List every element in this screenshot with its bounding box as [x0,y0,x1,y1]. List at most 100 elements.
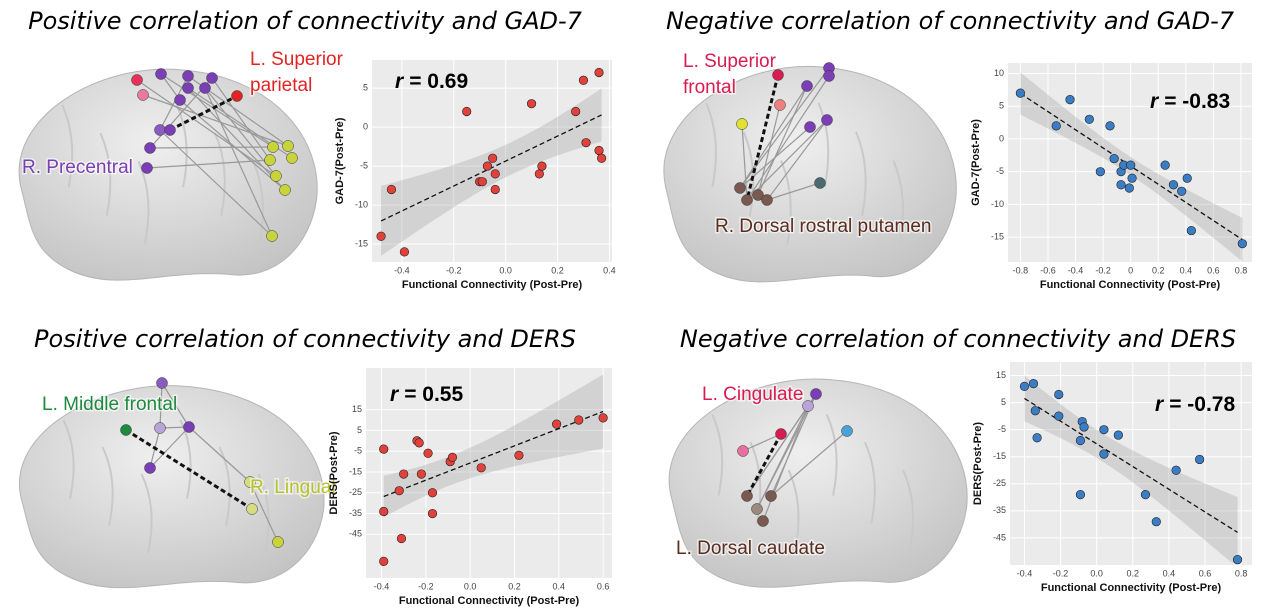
data-point [1195,455,1204,464]
brain-node [138,90,149,101]
y-tick-label: 5 [357,425,362,435]
x-tick-label: 0.6 [597,581,610,591]
data-point [1080,423,1089,432]
brain-node [842,426,853,437]
brain [664,66,956,281]
data-point [399,470,408,479]
y-tick-label: 0 [999,133,1004,143]
data-point [1172,466,1181,475]
data-point [1141,490,1150,499]
x-axis-label: Functional Connectivity (Post-Pre) [399,595,580,607]
brain-node [207,73,218,84]
data-point [1052,122,1061,131]
y-tick-label: 5 [999,101,1004,111]
data-point [597,154,606,163]
data-point [379,445,388,454]
brain-node [742,491,753,502]
brain-node [824,71,835,82]
data-point [491,185,500,194]
brain-node [752,504,763,515]
region-label: L. Superior [683,51,777,72]
region-label: L. Cingulate [702,384,803,405]
x-tick-label: 0 [1128,265,1133,275]
data-point [415,439,424,448]
brain-node [802,81,813,92]
y-tick-label: 15 [352,404,362,414]
brain-node [183,71,194,82]
x-tick-label: 0.2 [1127,568,1140,578]
data-point [1054,412,1063,421]
data-point [483,162,492,171]
region-label: parietal [250,75,312,96]
data-point [1117,180,1126,189]
y-tick-label: -10 [991,199,1004,209]
brain-node [157,378,168,389]
region-label: L. Dorsal caudate [676,538,825,559]
y-axis-label: GAD-7(Post-Pre) [970,119,982,206]
data-point [1066,95,1075,104]
x-tick-label: 0.0 [464,581,477,591]
brain-node [735,183,746,194]
brain-node [803,401,814,412]
data-point [535,170,544,179]
x-tick-label: -0.2 [418,581,434,591]
panel-title: Positive correlation of connectivity and… [34,325,576,353]
brain-node [145,463,156,474]
stat-value: = 0.55 [404,383,463,406]
region-label: L. Middle frontal [42,394,177,415]
data-point [1029,379,1038,388]
brain-node [156,69,167,80]
data-point [1033,433,1042,442]
x-tick-label: -0.4 [394,265,410,275]
panel: Positive correlation of connectivity and… [19,7,616,291]
region-label: R. Lingual [250,477,336,498]
brain-node [155,125,166,136]
y-tick-label: -25 [993,478,1006,488]
data-point [424,449,433,458]
brain-node [267,231,278,242]
data-point [488,154,497,163]
x-tick-label: 0.4 [553,581,566,591]
y-tick-label: -5 [360,160,368,170]
y-tick-label: -15 [991,232,1004,242]
data-point [1177,187,1186,196]
brain-node [287,153,298,164]
y-tick-label: -5 [996,166,1004,176]
brain-node [184,422,195,433]
data-point [477,464,486,473]
data-point [1110,154,1119,163]
data-point [1106,122,1115,131]
data-point [1128,174,1137,183]
x-axis-label: Functional Connectivity (Post-Pre) [402,279,583,291]
data-point [1169,180,1178,189]
brain-node [776,429,787,440]
data-point [1161,161,1170,170]
data-point [599,414,608,423]
data-point [1096,167,1105,176]
data-point [1183,174,1192,183]
brain-node [175,95,186,106]
brain-node [145,143,156,154]
data-point [1114,431,1123,440]
brain-node [155,423,166,434]
data-point [428,488,437,497]
x-tick-label: -0.4 [374,581,390,591]
brain-node [142,163,153,174]
data-point [400,248,409,257]
y-tick-label: -35 [993,505,1006,515]
brain-node [775,100,786,111]
data-point [595,68,604,77]
data-point [1016,89,1025,98]
data-point [1054,390,1063,399]
y-tick-label: 0 [363,121,368,131]
data-point [379,507,388,516]
y-axis-label: GAD-7(Post-Pre) [334,117,346,204]
region-label: frontal [683,77,736,98]
data-point [527,99,536,108]
brain-node [742,195,753,206]
x-axis-label: Functional Connectivity (Post-Pre) [1040,279,1221,291]
panel-title: Positive correlation of connectivity and… [28,7,583,35]
brain-node [200,83,211,94]
panel: Negative correlation of connectivity and… [669,325,1252,594]
data-point [491,170,500,179]
